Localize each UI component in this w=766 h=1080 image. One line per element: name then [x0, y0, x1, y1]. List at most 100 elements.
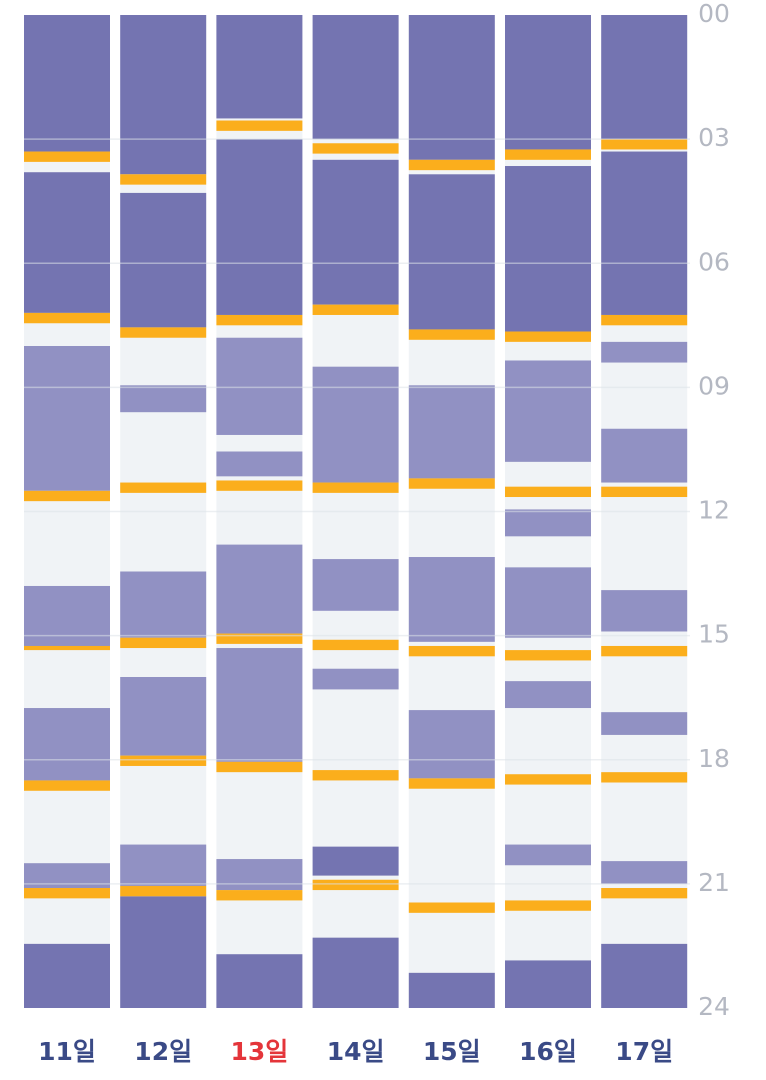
feeding-marker — [505, 149, 591, 160]
nap-block — [505, 844, 591, 866]
day-label-today: 13일 — [231, 1037, 289, 1066]
nap-block — [505, 681, 591, 709]
nap-block — [216, 451, 303, 477]
feeding-marker — [216, 120, 303, 131]
feeding-marker — [216, 314, 303, 326]
nap-block — [601, 590, 688, 632]
night-sleep-block — [505, 166, 591, 332]
nap-block — [120, 385, 207, 413]
night-sleep-block — [601, 151, 688, 315]
feeding-marker — [312, 143, 399, 154]
feeding-marker — [24, 490, 110, 502]
feeding-marker — [120, 637, 207, 649]
nap-block — [601, 712, 688, 735]
night-sleep-block — [408, 15, 495, 160]
feeding-marker — [120, 174, 207, 185]
nap-block — [505, 567, 591, 638]
hour-tick-label: 24 — [698, 992, 730, 1021]
feeding-marker — [216, 480, 303, 491]
feeding-marker — [408, 329, 495, 340]
feeding-marker — [216, 890, 303, 901]
nap-block — [216, 544, 303, 634]
feeding-marker — [408, 645, 495, 657]
night-sleep-block — [312, 159, 399, 305]
hour-tick-label: 21 — [698, 868, 730, 897]
hour-tick-label: 00 — [698, 0, 730, 28]
feeding-marker — [24, 780, 110, 791]
nap-block — [120, 844, 207, 886]
feeding-marker — [312, 482, 399, 493]
day-label: 14일 — [327, 1037, 385, 1066]
feeding-marker — [601, 772, 688, 783]
nap-block — [505, 360, 591, 462]
day-label: 16일 — [519, 1037, 577, 1066]
nap-block — [216, 859, 303, 891]
feeding-marker — [505, 331, 591, 342]
night-sleep-block — [505, 960, 591, 1008]
feeding-marker — [312, 304, 399, 315]
nap-block — [312, 559, 399, 611]
hour-gridlines — [24, 138, 690, 885]
nap-block — [601, 861, 688, 884]
nap-block — [216, 337, 303, 435]
nap-block — [216, 648, 303, 762]
hour-tick-label: 03 — [698, 123, 730, 152]
nap-block — [408, 557, 495, 642]
feeding-marker — [408, 478, 495, 489]
nap-block — [505, 509, 591, 537]
feeding-marker — [601, 314, 688, 326]
hour-tick-label: 09 — [698, 371, 730, 400]
night-sleep-block — [24, 943, 110, 1008]
feeding-marker — [408, 902, 495, 913]
feeding-marker — [312, 639, 399, 651]
feeding-marker — [216, 761, 303, 773]
day-axis: 11일 12일 13일 14일 15일 16일 17일 — [38, 1037, 673, 1066]
feeding-marker — [24, 888, 110, 899]
feeding-marker — [24, 312, 110, 324]
hour-axis: 00 03 06 09 12 15 18 21 24 — [698, 0, 730, 1021]
feeding-marker — [408, 159, 495, 171]
feeding-marker — [120, 327, 207, 338]
feeding-marker — [120, 885, 207, 897]
feeding-marker — [601, 486, 688, 498]
night-sleep-block — [505, 15, 591, 150]
hour-tick-label: 18 — [698, 744, 730, 773]
night-sleep-block — [312, 846, 399, 876]
feeding-marker — [505, 650, 591, 661]
night-sleep-block — [408, 174, 495, 330]
nap-block — [312, 668, 399, 690]
feeding-marker — [505, 900, 591, 911]
feeding-marker — [408, 778, 495, 789]
feeding-marker — [216, 633, 303, 644]
hour-tick-label: 12 — [698, 496, 730, 525]
night-sleep-block — [120, 896, 207, 1008]
nap-block — [408, 710, 495, 779]
feeding-marker — [601, 139, 688, 150]
day-label: 11일 — [38, 1037, 96, 1066]
feeding-marker — [24, 645, 110, 651]
nap-block — [24, 346, 110, 491]
nap-block — [120, 677, 207, 756]
night-sleep-block — [24, 15, 110, 152]
nap-block — [408, 385, 495, 479]
nap-block — [24, 708, 110, 781]
feeding-marker — [24, 151, 110, 162]
nap-block — [24, 585, 110, 649]
night-sleep-block — [24, 172, 110, 313]
feeding-marker — [601, 888, 688, 899]
feeding-marker — [505, 774, 591, 785]
night-sleep-block — [216, 954, 303, 1008]
feeding-marker — [120, 755, 207, 766]
night-sleep-block — [601, 15, 688, 140]
nap-block — [312, 366, 399, 483]
nap-block — [120, 571, 207, 638]
day-label: 12일 — [134, 1037, 192, 1066]
night-sleep-block — [120, 15, 207, 175]
day-column — [601, 15, 688, 1008]
night-sleep-block — [216, 15, 303, 119]
feeding-marker — [505, 486, 591, 498]
night-sleep-block — [120, 192, 207, 328]
night-sleep-block — [216, 139, 303, 315]
hour-tick-label: 15 — [698, 620, 730, 649]
